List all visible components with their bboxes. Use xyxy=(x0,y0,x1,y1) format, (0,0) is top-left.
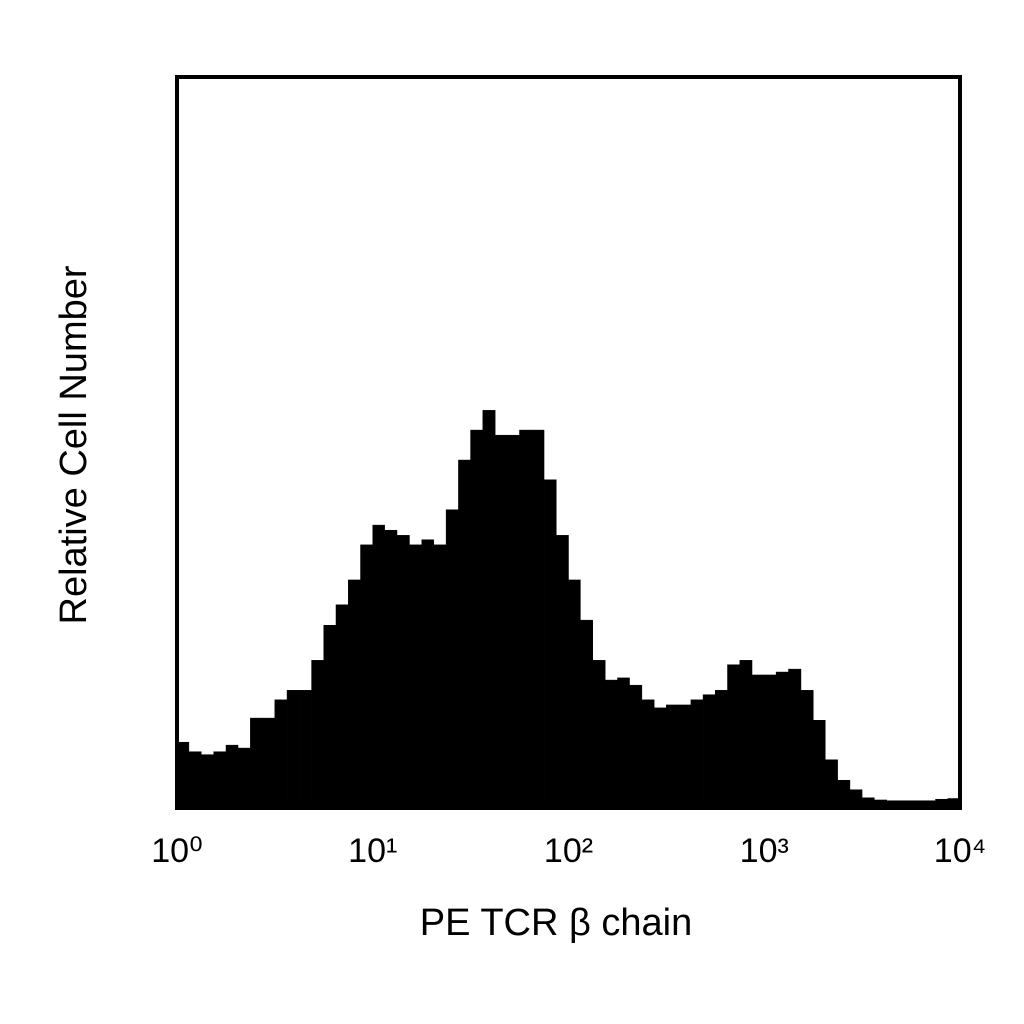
histogram-bar xyxy=(335,604,349,809)
histogram-bar xyxy=(470,429,484,809)
histogram-bar xyxy=(494,434,508,809)
histogram-bar xyxy=(213,751,227,809)
histogram-bar xyxy=(715,690,728,809)
histogram-bar xyxy=(445,509,459,809)
x-tick-label: 10³ xyxy=(740,832,789,870)
x-tick-label: 10⁴ xyxy=(934,832,986,870)
histogram-bar xyxy=(556,535,569,809)
histogram-bar xyxy=(849,789,863,809)
x-tick-label: 10⁰ xyxy=(151,832,202,870)
histogram-bar xyxy=(702,694,716,809)
histogram-bar xyxy=(653,707,667,809)
histogram-bar xyxy=(604,679,618,809)
histogram-bar xyxy=(225,744,239,809)
histogram-bar xyxy=(299,690,312,809)
histogram-bar xyxy=(421,539,435,809)
histogram-bar xyxy=(727,664,741,809)
histogram-bar xyxy=(751,674,765,809)
histogram-bar xyxy=(433,544,447,809)
histogram-bar xyxy=(678,704,692,809)
histogram-bar xyxy=(311,660,325,809)
histogram-bar xyxy=(531,429,545,809)
histogram-bar xyxy=(739,660,753,809)
histogram-bar xyxy=(274,699,288,809)
x-tick-label: 10¹ xyxy=(348,832,397,870)
histogram-bar xyxy=(641,699,655,809)
histogram-bar xyxy=(775,671,789,809)
histogram-bar xyxy=(188,751,202,809)
histogram-bar xyxy=(482,410,496,809)
plot-area xyxy=(176,410,961,809)
histogram-bar xyxy=(409,544,423,809)
histogram-bar xyxy=(629,684,643,809)
histogram-bar xyxy=(200,754,214,809)
histogram-bar xyxy=(837,779,851,809)
histogram-bar xyxy=(396,535,410,809)
histogram-bar xyxy=(458,459,471,809)
histogram-bar xyxy=(764,674,777,809)
histogram-bar xyxy=(372,524,385,809)
histogram-bar xyxy=(348,579,361,809)
histogram-bar xyxy=(690,699,704,809)
histogram-bar xyxy=(250,717,263,809)
histogram-bar xyxy=(323,625,337,809)
histogram-bar xyxy=(568,579,581,809)
histogram-bar xyxy=(592,660,606,809)
x-axis-label: PE TCR β chain xyxy=(420,902,692,944)
histogram-bar xyxy=(800,690,814,809)
histogram-bar xyxy=(262,717,276,809)
histogram-bar xyxy=(507,434,520,809)
histogram-bar xyxy=(519,429,532,809)
plot-frame xyxy=(175,75,962,810)
histogram-bar xyxy=(788,668,802,809)
histogram-bar xyxy=(286,690,300,809)
histogram-bar xyxy=(813,720,826,809)
histogram-bar xyxy=(580,619,593,809)
histogram-bar xyxy=(543,479,557,809)
x-tick-label: 10² xyxy=(544,832,593,870)
histogram-bar xyxy=(825,759,838,809)
histogram-bar xyxy=(237,747,251,809)
y-axis-label: Relative Cell Number xyxy=(53,265,95,624)
histogram-bar xyxy=(617,677,630,809)
histogram-bar xyxy=(360,544,374,809)
histogram-bar xyxy=(384,529,398,809)
histogram-bar xyxy=(666,704,679,809)
